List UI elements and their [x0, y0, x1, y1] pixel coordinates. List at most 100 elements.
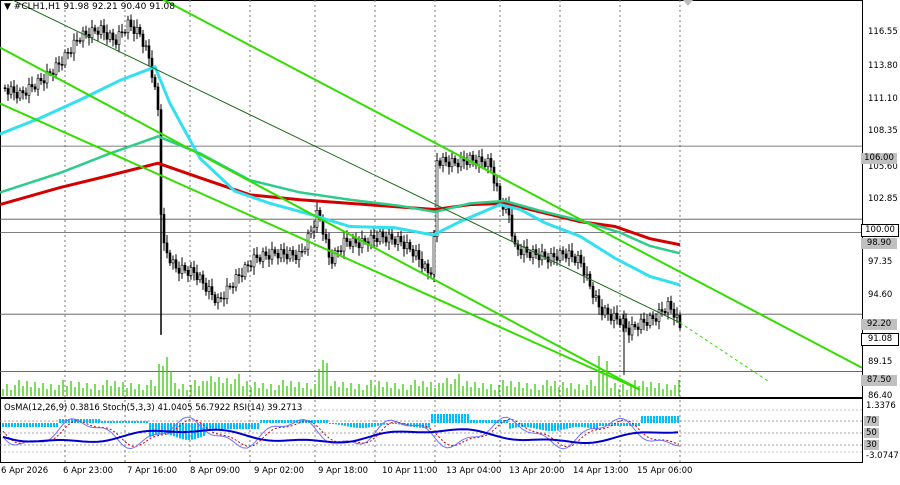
candle-body — [495, 182, 499, 187]
collapse-arrow-icon[interactable]: ▼ — [4, 2, 11, 12]
candle-body — [435, 160, 439, 238]
candle-body — [75, 39, 79, 42]
candle-body — [300, 250, 304, 253]
candle-body — [405, 242, 409, 250]
chart-shift-marker-icon — [683, 0, 693, 6]
candle-body — [291, 250, 295, 256]
candle-body — [588, 273, 592, 287]
indicator-tick-label: -3.0747 — [866, 451, 899, 461]
candle-body — [603, 307, 607, 316]
candle-body — [417, 250, 421, 260]
candle-body — [564, 253, 568, 259]
candle-body — [357, 242, 361, 249]
candle-body — [594, 295, 598, 298]
candle-body — [108, 32, 112, 40]
candle-body — [378, 231, 382, 243]
candle-body — [453, 158, 457, 164]
candle-body — [264, 251, 268, 256]
candle-body — [3, 87, 7, 89]
candle-body — [183, 264, 187, 271]
candle-body — [153, 77, 157, 88]
candle-body — [96, 30, 100, 35]
price-level-label: 106.00 — [861, 153, 897, 164]
candle-body — [273, 249, 277, 254]
indicator-tick-label: 70 — [864, 416, 879, 426]
rsi-line — [2, 428, 679, 444]
candle-body — [111, 32, 115, 41]
candle-body — [132, 26, 136, 34]
candle-body — [258, 257, 262, 262]
candle-body — [171, 259, 175, 264]
candle-body — [228, 285, 232, 288]
price-level-label: 87.50 — [861, 375, 897, 386]
candle-body — [252, 254, 256, 268]
candle-body — [381, 231, 385, 238]
candle-body — [282, 249, 286, 255]
candle-body — [666, 300, 670, 314]
candle-body — [60, 63, 64, 66]
candle-body — [147, 45, 151, 59]
candle-body — [234, 274, 238, 288]
ema-50-line — [0, 65, 681, 287]
time-tick-label: 10 Apr 11:00 — [382, 466, 438, 476]
price-tick-label: 102.85 — [868, 194, 898, 204]
candle-body — [591, 285, 595, 298]
candle-body — [285, 253, 289, 260]
candle-body — [426, 263, 430, 274]
time-tick-label: 6 Apr 23:00 — [63, 466, 114, 476]
candle-body — [612, 312, 616, 321]
candle-body — [243, 264, 247, 278]
candle-body — [336, 250, 340, 252]
candle-body — [645, 322, 649, 326]
candle-body — [36, 78, 40, 90]
candle-body — [573, 256, 577, 263]
candle-body — [48, 71, 52, 74]
price-tick-label: 105.60 — [868, 162, 898, 172]
candle-body — [261, 251, 265, 262]
candle-body — [396, 235, 400, 245]
time-tick-label: 9 Apr 02:00 — [254, 466, 305, 476]
time-tick-label: 6 Apr 2026 — [1, 466, 49, 476]
candle-body — [186, 270, 190, 276]
candle-body — [579, 254, 583, 264]
candle-body — [90, 27, 94, 38]
time-tick-label: 7 Apr 16:00 — [127, 466, 178, 476]
candle-body — [477, 156, 481, 166]
indicator-tick-label: 1.3376 — [866, 401, 896, 411]
price-level-label: 98.90 — [861, 238, 897, 249]
candle-body — [210, 286, 214, 296]
price-tick-label: 86.40 — [868, 391, 893, 401]
candle-body — [120, 31, 124, 34]
candle-body — [192, 267, 196, 273]
candle-body — [672, 309, 676, 318]
candle-body — [27, 84, 31, 96]
candle-body — [42, 80, 46, 84]
candle-body — [480, 156, 484, 163]
candle-body — [309, 230, 313, 235]
candle-body — [531, 249, 535, 258]
candle-body — [633, 324, 637, 328]
candle-body — [93, 27, 97, 32]
candle-body — [498, 185, 502, 203]
candle-body — [276, 253, 280, 259]
candle-body — [609, 313, 613, 321]
candle-body — [630, 324, 634, 336]
candle-body — [615, 312, 619, 320]
indicator-tick-label: 50 — [864, 428, 879, 438]
candle-body — [69, 52, 73, 54]
candle-body — [585, 273, 589, 276]
candle-body — [288, 250, 292, 260]
candle-body — [114, 39, 118, 45]
candle-body — [489, 158, 493, 168]
candle-body — [129, 19, 133, 28]
candle-body — [39, 78, 43, 81]
candle-body — [33, 86, 37, 90]
channel-projection-line — [679, 322, 771, 383]
candle-body — [249, 265, 253, 268]
candle-body — [54, 62, 58, 75]
candle-body — [222, 297, 226, 300]
candle-body — [465, 160, 469, 165]
candle-body — [624, 318, 628, 329]
